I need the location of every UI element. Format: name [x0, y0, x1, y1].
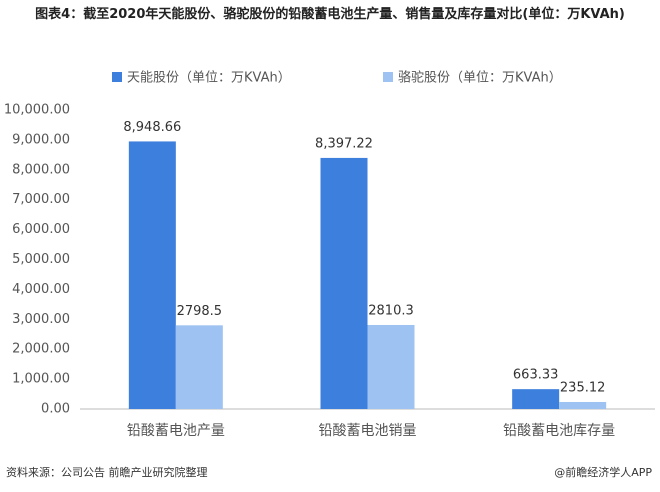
bar	[175, 325, 223, 409]
x-tick-label: 铅酸蓄电池产量	[127, 423, 225, 439]
chart-title: 图表4：截至2020年天能股份、骆驼股份的铅酸蓄电池生产量、销售量及库存量对比(…	[35, 7, 625, 22]
value-label: 2798.5	[177, 304, 223, 319]
footer: @前瞻经济学人APP	[554, 465, 652, 479]
bar	[320, 157, 368, 409]
value-label: 235.12	[560, 380, 606, 395]
value-label: 2810.3	[368, 303, 414, 318]
y-tick-label: 5,000.00	[12, 252, 70, 267]
y-tick-label: 1,000.00	[12, 372, 70, 387]
x-tick-label: 铅酸蓄电池库存量	[503, 423, 615, 439]
legend-label: 天能股份（单位：万KVAh）	[127, 71, 291, 86]
y-tick-label: 4,000.00	[12, 282, 70, 297]
y-tick-label: 8,000.00	[12, 162, 70, 177]
y-tick-label: 6,000.00	[12, 222, 70, 237]
x-tick-label: 铅酸蓄电池销量	[319, 423, 417, 439]
y-tick-label: 2,000.00	[12, 342, 70, 357]
y-tick-label: 0.00	[41, 402, 70, 417]
legend-label: 骆驼股份（单位：万KVAh）	[398, 70, 562, 86]
value-label: 663.33	[513, 368, 559, 383]
value-label: 8,948.66	[123, 120, 181, 135]
bar	[512, 389, 560, 409]
y-tick-label: 7,000.00	[12, 192, 70, 207]
y-tick-label: 9,000.00	[12, 132, 70, 147]
bar	[128, 141, 176, 409]
bar	[559, 401, 607, 409]
y-tick-label: 3,000.00	[12, 312, 70, 327]
value-label: 8,397.22	[315, 136, 373, 151]
legend-swatch	[112, 72, 122, 82]
source: 资料来源：公司公告 前瞻产业研究院整理	[6, 465, 208, 479]
y-tick-label: 10,000.00	[4, 103, 70, 118]
bar	[367, 324, 415, 409]
legend-swatch	[383, 72, 393, 82]
